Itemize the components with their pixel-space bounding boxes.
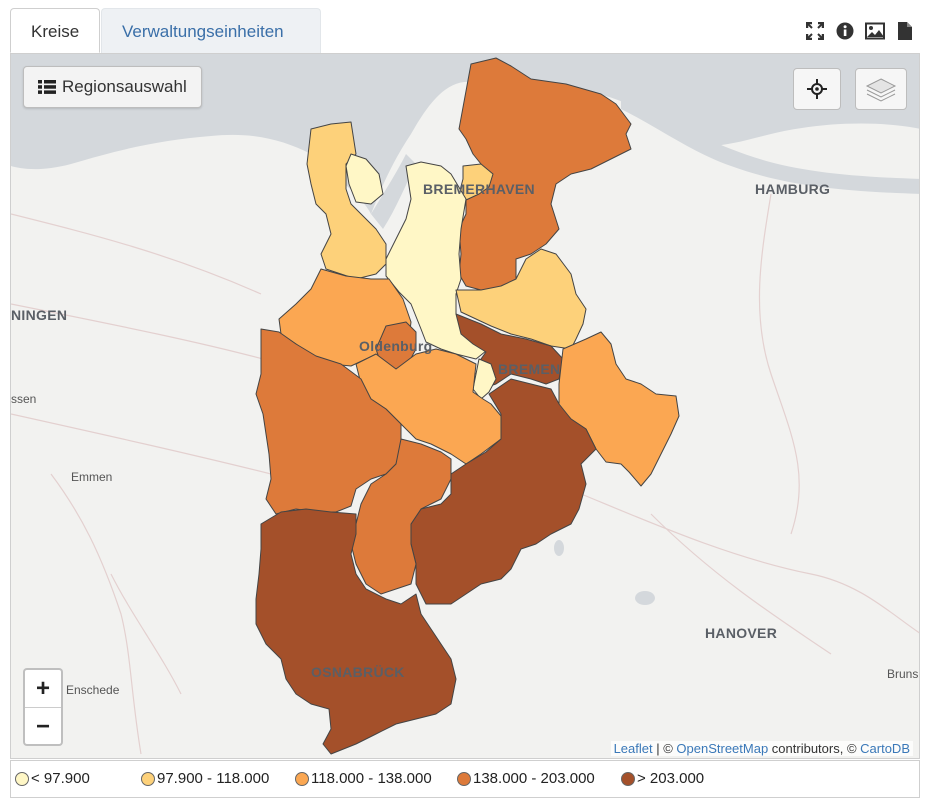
legend-item: 118.000 - 138.000 [295, 770, 432, 787]
city-label-ssen: ssen [11, 392, 36, 406]
legend-item: 97.900 - 118.000 [141, 770, 269, 787]
district-osterholz [455, 248, 587, 350]
image-icon[interactable] [864, 18, 886, 44]
district-osnabrueck [255, 508, 457, 755]
carto-link[interactable]: CartoDB [860, 741, 910, 756]
weser-estuary [371, 154, 416, 229]
city-label-emmen: Emmen [71, 470, 112, 484]
map-attribution: Leaflet | © OpenStreetMap contributors, … [610, 741, 913, 756]
region-selection-label: Regionsauswahl [62, 77, 187, 96]
zoom-in-button[interactable]: + [35, 674, 50, 702]
legend-swatch [141, 771, 155, 786]
city-label-enschede: Enschede [66, 683, 120, 697]
tab-bar: Kreise Verwaltungseinheiten [10, 8, 920, 54]
city-label-osnabrueck: OSNABRÜCK [311, 664, 405, 680]
city-label-bremerhaven: BREMERHAVEN [423, 181, 535, 197]
region-selection-button[interactable]: Regionsauswahl [23, 66, 202, 108]
city-label-oldenburg: Oldenburg [359, 338, 432, 354]
district-wilhelmshaven [345, 153, 384, 205]
district-delmenhorst [472, 358, 497, 400]
map-container[interactable]: BREMERHAVEN HAMBURG NINGEN Oldenburg BRE… [10, 54, 920, 759]
legend-label: 97.900 - 118.000 [157, 770, 270, 787]
leaflet-link[interactable]: Leaflet [613, 741, 653, 756]
crosshair-icon [807, 79, 827, 99]
city-label-hamburg: HAMBURG [755, 181, 830, 197]
tab-verwaltungseinheiten[interactable]: Verwaltungseinheiten [101, 8, 321, 53]
layers-icon [865, 78, 897, 102]
osm-link[interactable]: OpenStreetMap [676, 741, 769, 756]
toolbar-icons [804, 18, 916, 44]
north-sea [11, 54, 919, 214]
city-label-bremen: BREMEN [498, 361, 560, 377]
district-diepholz [410, 378, 597, 605]
city-label-bruns: Bruns [887, 667, 918, 681]
lake [635, 591, 655, 605]
map-legend: < 97.900 97.900 - 118.000 118.000 - 138.… [10, 760, 920, 798]
zoom-out-button[interactable]: − [25, 707, 61, 745]
legend-swatch [621, 771, 635, 786]
tab-kreise[interactable]: Kreise [10, 8, 100, 53]
map-canvas: BREMERHAVEN HAMBURG NINGEN Oldenburg BRE… [11, 54, 919, 755]
legend-label: 138.000 - 203.000 [473, 770, 595, 787]
attribution-separator: | © [652, 741, 677, 756]
district-vechta [350, 438, 452, 595]
legend-label: 118.000 - 138.000 [311, 770, 432, 787]
city-label-ningen: NINGEN [11, 307, 67, 323]
legend-swatch [295, 771, 309, 786]
district-bremerhaven [458, 163, 494, 201]
lake [554, 540, 564, 556]
attribution-contributors: contributors, © [768, 741, 861, 756]
elbe-river [621, 94, 919, 194]
layers-button[interactable] [855, 68, 907, 110]
legend-item: 138.000 - 203.000 [457, 770, 595, 787]
info-icon[interactable] [834, 18, 856, 44]
legend-swatch [457, 771, 471, 786]
document-icon[interactable] [894, 18, 916, 44]
road-network [11, 193, 919, 755]
legend-swatch [15, 771, 29, 786]
fullscreen-icon[interactable] [804, 18, 826, 44]
legend-label: > 203.000 [637, 770, 705, 787]
district-cloppenburg [255, 328, 402, 515]
city-label-hanover: HANOVER [705, 625, 777, 641]
legend-item: < 97.900 [15, 770, 90, 787]
legend-item: > 203.000 [621, 770, 704, 787]
list-icon [38, 80, 56, 94]
zoom-control: + − [23, 668, 63, 746]
legend-label: < 97.900 [31, 770, 90, 787]
tab-divider [10, 53, 920, 54]
locate-button[interactable] [793, 68, 841, 110]
